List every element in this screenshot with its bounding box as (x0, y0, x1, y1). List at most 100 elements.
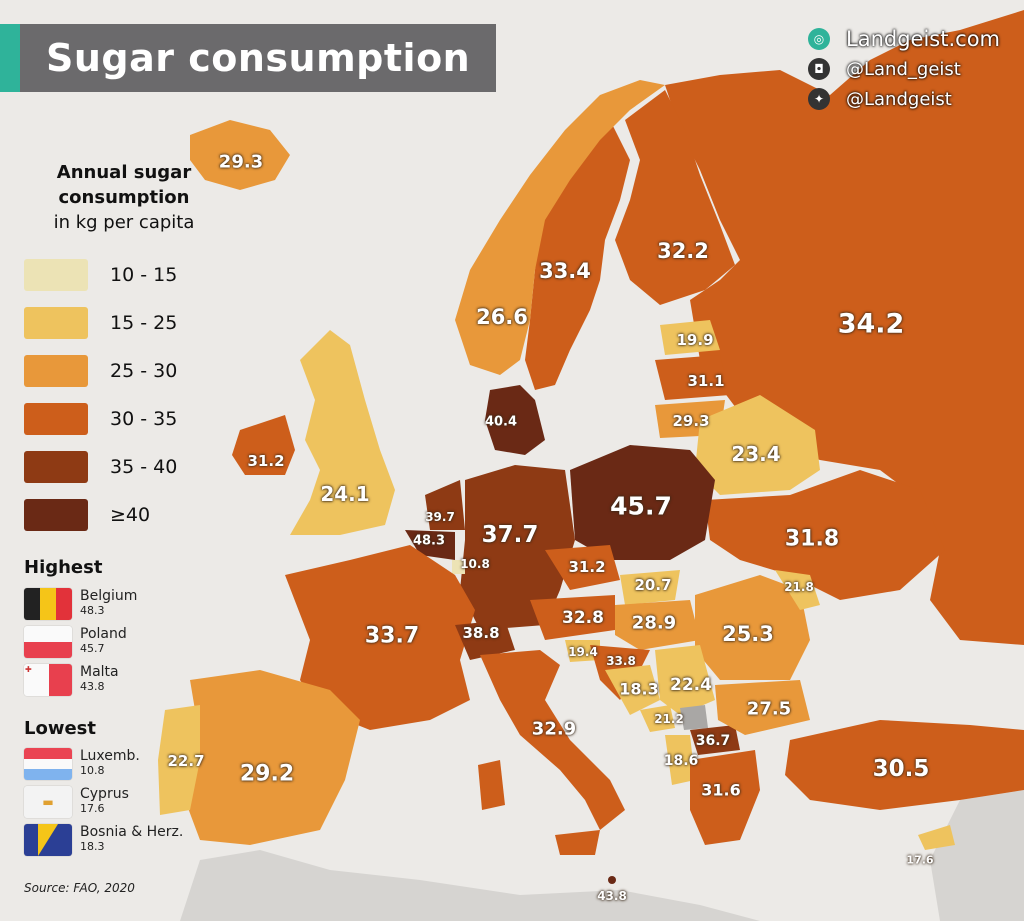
title-accent-bar (0, 24, 20, 92)
ranking-country: Belgium (80, 588, 138, 604)
country-value-label: 31.2 (568, 558, 606, 576)
ukraine-region (705, 470, 945, 600)
legend-item: 35 - 40 (24, 443, 224, 491)
country-value-label: 23.4 (731, 442, 781, 466)
malta-flag: ✚ (24, 664, 72, 696)
greece-region (690, 750, 760, 845)
belgium-region (405, 530, 455, 560)
legend-heading-line1: Annual sugar (56, 162, 192, 183)
turkey-region (785, 720, 1024, 810)
austria-region (530, 595, 615, 640)
slovakia-region (620, 570, 680, 605)
legend-item: 10 - 15 (24, 251, 224, 299)
legend-heading: Annual sugar consumption in kg per capit… (24, 160, 224, 235)
twitter-icon: ✦ (808, 88, 830, 110)
montenegro-region (640, 705, 675, 732)
belarus-region (695, 395, 820, 495)
legend-heading-line3: in kg per capita (53, 212, 195, 233)
source-note: Source: FAO, 2020 (24, 881, 135, 895)
serbia-region (655, 645, 715, 715)
sweden-region (525, 120, 630, 390)
country-value-label: 38.8 (462, 624, 500, 642)
hungary-region (615, 600, 700, 650)
brand-instagram[interactable]: ◘ @Land_geist (808, 54, 1024, 84)
czechia-region (545, 545, 620, 590)
russia-region (665, 10, 1024, 645)
legend-item: ≥40 (24, 491, 224, 539)
albania-region (665, 735, 695, 785)
north-africa-land (180, 850, 760, 921)
legend-label: 35 - 40 (110, 456, 178, 478)
country-value-label: 21.8 (784, 580, 814, 594)
legend-swatch (24, 355, 88, 387)
country-value-label: 25.3 (722, 622, 774, 646)
country-value-label: 37.7 (481, 522, 539, 548)
finland-region (615, 90, 735, 305)
italy-region (480, 650, 625, 830)
legend-heading-line2: consumption (58, 187, 190, 208)
ireland-region (232, 415, 295, 475)
spain-region (185, 670, 360, 845)
middle-east-land (930, 790, 1024, 921)
country-value-label: 24.1 (320, 482, 370, 506)
instagram-icon: ◘ (808, 58, 830, 80)
germany-region (460, 465, 575, 630)
legend-label: ≥40 (110, 504, 151, 526)
ranking-item: ▬ Cyprus 17.6 (24, 786, 129, 820)
bosnia-region (605, 665, 660, 715)
ranking-value: 43.8 (80, 680, 105, 693)
country-value-label: 32.8 (562, 608, 604, 628)
netherlands-region (425, 480, 465, 530)
country-value-label: 19.9 (676, 331, 714, 349)
legend-label: 30 - 35 (110, 408, 178, 430)
latvia-region (655, 355, 730, 400)
sicily-region (555, 830, 600, 855)
brand-website[interactable]: ◎ Landgeist.com (808, 24, 1024, 54)
luxembourg-region (452, 560, 465, 574)
belgium-flag (24, 588, 72, 620)
ranking-item: Luxemb. 10.8 (24, 748, 140, 782)
ranking-country: Poland (80, 626, 127, 642)
ranking-text: Bosnia & Herz. 18.3 (80, 824, 183, 853)
legend-item: 25 - 30 (24, 347, 224, 395)
legend-label: 15 - 25 (110, 312, 178, 334)
country-value-label: 40.4 (484, 414, 518, 430)
country-value-label: 21.2 (654, 712, 684, 726)
brand-twitter[interactable]: ✦ @Landgeist (808, 84, 1024, 114)
denmark-region (485, 385, 545, 455)
ranking-text: Malta 43.8 (80, 664, 119, 693)
legend-item: 30 - 35 (24, 395, 224, 443)
country-value-label: 36.7 (695, 733, 731, 749)
lowest-heading: Lowest (24, 718, 96, 739)
country-value-label: 19.4 (568, 645, 598, 659)
country-value-label: 29.3 (672, 412, 710, 430)
website-label: Landgeist.com (846, 27, 1000, 51)
legend: Annual sugar consumption in kg per capit… (24, 160, 224, 539)
luxembourg-flag (24, 748, 72, 780)
country-value-label: 31.8 (784, 526, 840, 552)
poland-flag (24, 626, 72, 658)
ranking-value: 45.7 (80, 642, 105, 655)
uk-region (290, 330, 395, 535)
ranking-value: 17.6 (80, 802, 105, 815)
highest-heading: Highest (24, 557, 103, 578)
portugal-region (158, 705, 200, 815)
ranking-country: Malta (80, 664, 119, 680)
country-value-label: 33.7 (364, 623, 420, 649)
country-value-label: 32.2 (657, 239, 709, 263)
branding: ◎ Landgeist.com ◘ @Land_geist ✦ @Landgei… (808, 24, 1024, 114)
twitter-label: @Landgeist (846, 88, 952, 110)
country-value-label: 30.5 (872, 756, 930, 782)
ranking-text: Poland 45.7 (80, 626, 127, 655)
poland-region (570, 445, 715, 560)
switzerland-region (455, 620, 515, 660)
legend-label: 10 - 15 (110, 264, 178, 286)
country-value-label: 27.5 (746, 698, 792, 720)
legend-swatch (24, 451, 88, 483)
globe-icon: ◎ (808, 28, 830, 50)
ranking-text: Cyprus 17.6 (80, 786, 129, 815)
ranking-item: Poland 45.7 (24, 626, 127, 660)
country-value-label: 18.6 (663, 753, 699, 769)
bosnia-flag (24, 824, 72, 856)
